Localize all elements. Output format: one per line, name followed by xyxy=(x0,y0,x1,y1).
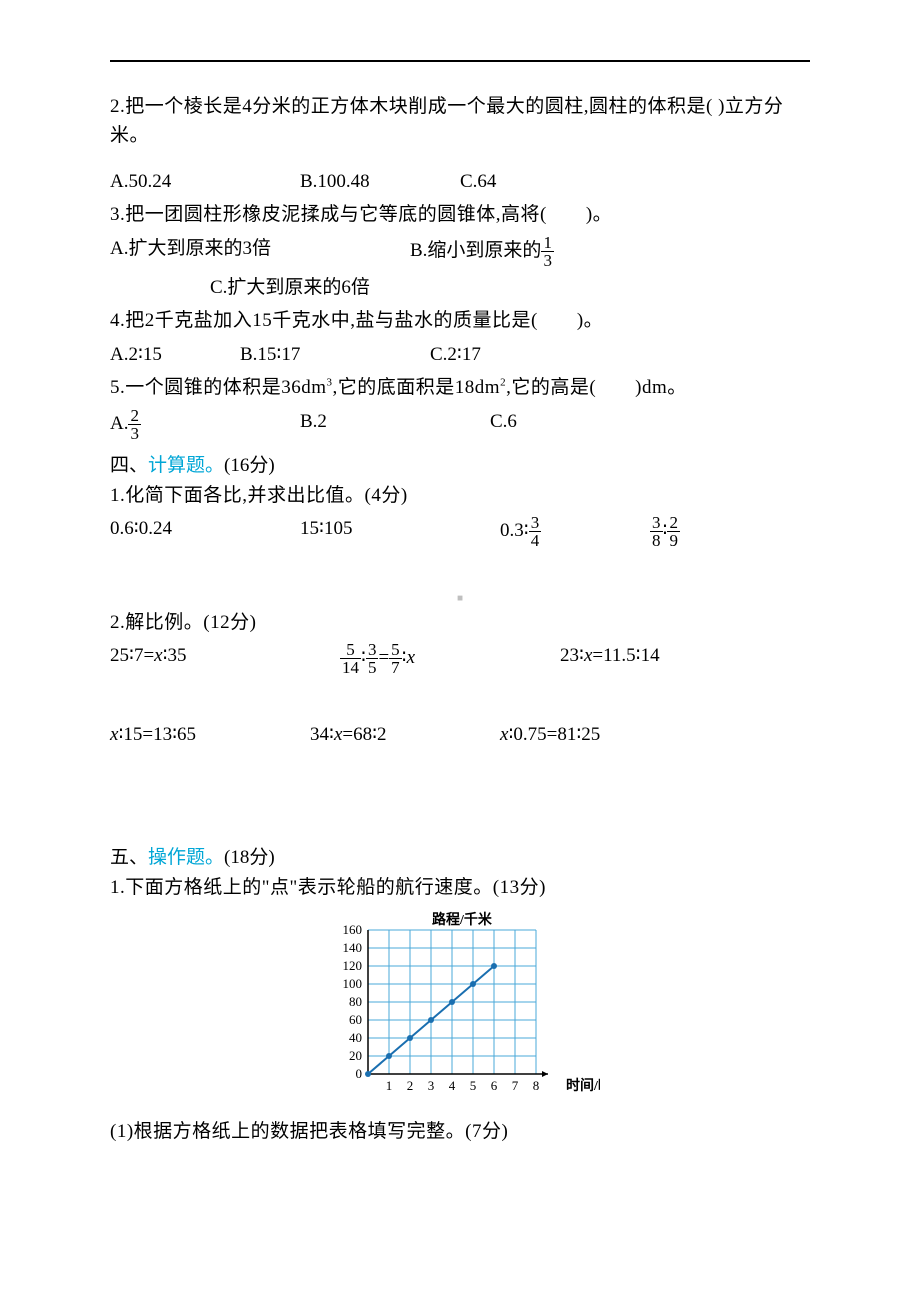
svg-text:6: 6 xyxy=(491,1078,498,1093)
chart-container: 路程/千米 160 140 120 100 80 60 40 20 0 12345678 时间/时 xyxy=(110,910,810,1105)
sec4-items2a: 25∶7=x∶35 514∶35=57∶x 23∶x=11.5∶14 xyxy=(110,641,810,676)
sec4-i2b-c: x∶0.75=81∶25 xyxy=(500,720,680,749)
watermark-dot: ■ xyxy=(110,593,810,604)
q3-opt-b: B.缩小到原来的13 xyxy=(410,234,554,269)
q2-text-a: 2.把一个棱长是4分米的正方体木块削成一个最大的圆柱,圆柱的体积是( xyxy=(110,96,713,117)
sec4-i2a-b-f1: 514 xyxy=(340,641,361,676)
sec4-items1: 0.6∶0.24 15∶105 0.3∶34 38∶29 xyxy=(110,514,810,549)
q4-options: A.2∶15 B.15∶17 C.2∶17 xyxy=(110,340,810,369)
q3-options-row1: A.扩大到原来的3倍 B.缩小到原来的13 xyxy=(110,234,810,269)
q5-options: A.23 B.2 C.6 xyxy=(110,407,810,442)
sec4-i1-d-f1: 38 xyxy=(650,514,663,549)
q5-text-c: ,它的高是( )dm。 xyxy=(506,377,687,398)
q5-text-a: 5.一个圆锥的体积是36dm xyxy=(110,377,327,398)
top-rule xyxy=(110,60,810,62)
question-3: 3.把一团圆柱形橡皮泥揉成与它等底的圆锥体,高将( )。 xyxy=(110,200,810,229)
q5-opt-a: A.23 xyxy=(110,407,300,442)
section-4-title: 四、计算题。(16分) xyxy=(110,450,810,477)
sec4-sub1: 1.化简下面各比,并求出比值。(4分) xyxy=(110,481,810,510)
sec4-post: (16分) xyxy=(224,455,275,476)
sec4-hl: 计算题。 xyxy=(148,455,224,476)
sec4-i1-c: 0.3∶34 xyxy=(500,514,650,549)
page: 2.把一个棱长是4分米的正方体木块削成一个最大的圆柱,圆柱的体积是( )立方分米… xyxy=(0,0,920,1302)
sec4-i2a-a: 25∶7=x∶35 xyxy=(110,641,340,676)
sec4-i1-a: 0.6∶0.24 xyxy=(110,514,300,549)
svg-text:8: 8 xyxy=(533,1078,540,1093)
svg-text:160: 160 xyxy=(343,922,363,937)
q5-opt-a-frac: 23 xyxy=(128,407,141,442)
svg-text:140: 140 xyxy=(343,940,363,955)
svg-text:20: 20 xyxy=(349,1048,362,1063)
svg-text:60: 60 xyxy=(349,1012,362,1027)
sec4-items2b: x∶15=13∶65 34∶x=68∶2 x∶0.75=81∶25 xyxy=(110,720,810,749)
question-2: 2.把一个棱长是4分米的正方体木块削成一个最大的圆柱,圆柱的体积是( )立方分米… xyxy=(110,92,810,151)
svg-text:5: 5 xyxy=(470,1078,477,1093)
q4-opt-b: B.15∶17 xyxy=(240,340,430,369)
q2-options: A.50.24 B.100.48 C.64 xyxy=(110,167,810,196)
sec4-i2a-b: 514∶35=57∶x xyxy=(340,641,560,676)
svg-text:4: 4 xyxy=(449,1078,456,1093)
q5-opt-c: C.6 xyxy=(490,407,610,442)
sec4-i1-c-frac: 34 xyxy=(529,514,542,549)
q5-opt-a-pre: A. xyxy=(110,412,128,433)
sec4-i1-d-f2: 29 xyxy=(667,514,680,549)
q3-opt-c: C.扩大到原来的6倍 xyxy=(210,273,370,302)
sec5-sub1-1: (1)根据方格纸上的数据把表格填写完整。(7分) xyxy=(110,1117,810,1146)
svg-text:7: 7 xyxy=(512,1078,519,1093)
q3-options-row2: C.扩大到原来的6倍 xyxy=(110,273,810,302)
sec4-sub2: 2.解比例。(12分) xyxy=(110,608,810,637)
svg-text:时间/时: 时间/时 xyxy=(566,1077,600,1094)
svg-text:120: 120 xyxy=(343,958,363,973)
sec4-i2a-b-eq: = xyxy=(378,647,389,668)
q4-opt-c: C.2∶17 xyxy=(430,340,550,369)
q4-opt-a: A.2∶15 xyxy=(110,340,240,369)
sec4-pre: 四、 xyxy=(110,455,148,476)
question-4: 4.把2千克盐加入15千克水中,盐与盐水的质量比是( )。 xyxy=(110,306,810,335)
q2-opt-a: A.50.24 xyxy=(110,167,300,196)
sec4-i2a-b-f3: 57 xyxy=(389,641,402,676)
sec5-post: (18分) xyxy=(224,847,275,868)
sec4-i2b-b: 34∶x=68∶2 xyxy=(310,720,500,749)
q2-opt-c: C.64 xyxy=(460,167,580,196)
svg-text:路程/千米: 路程/千米 xyxy=(432,911,493,928)
sec4-i1-d: 38∶29 xyxy=(650,514,770,549)
sec5-pre: 五、 xyxy=(110,847,148,868)
q2-opt-b: B.100.48 xyxy=(300,167,460,196)
svg-text:0: 0 xyxy=(356,1066,363,1081)
svg-text:80: 80 xyxy=(349,994,362,1009)
svg-text:2: 2 xyxy=(407,1078,414,1093)
question-5: 5.一个圆锥的体积是36dm3,它的底面积是18dm2,它的高是( )dm。 xyxy=(110,373,810,402)
svg-text:1: 1 xyxy=(386,1078,393,1093)
q5-opt-b: B.2 xyxy=(300,407,490,442)
svg-text:40: 40 xyxy=(349,1030,362,1045)
sec4-i2a-b-f2: 35 xyxy=(366,641,379,676)
q5-text-b: ,它的底面积是18dm xyxy=(333,377,501,398)
sec4-i1-b: 15∶105 xyxy=(300,514,500,549)
section-5-title: 五、操作题。(18分) xyxy=(110,842,810,869)
svg-text:3: 3 xyxy=(428,1078,435,1093)
sec4-i2b-a: x∶15=13∶65 xyxy=(110,720,310,749)
sec5-sub1: 1.下面方格纸上的"点"表示轮船的航行速度。(13分) xyxy=(110,873,810,902)
q3-opt-b-frac: 13 xyxy=(541,234,554,269)
sec4-i2a-c: 23∶x=11.5∶14 xyxy=(560,641,740,676)
q3-opt-a: A.扩大到原来的3倍 xyxy=(110,234,410,269)
line-chart: 路程/千米 160 140 120 100 80 60 40 20 0 12345678 时间/时 xyxy=(320,910,600,1100)
svg-text:100: 100 xyxy=(343,976,363,991)
sec5-hl: 操作题。 xyxy=(148,847,224,868)
q3-opt-b-pre: B.缩小到原来的 xyxy=(410,240,541,261)
sec4-i1-c-pre: 0.3∶ xyxy=(500,520,529,541)
